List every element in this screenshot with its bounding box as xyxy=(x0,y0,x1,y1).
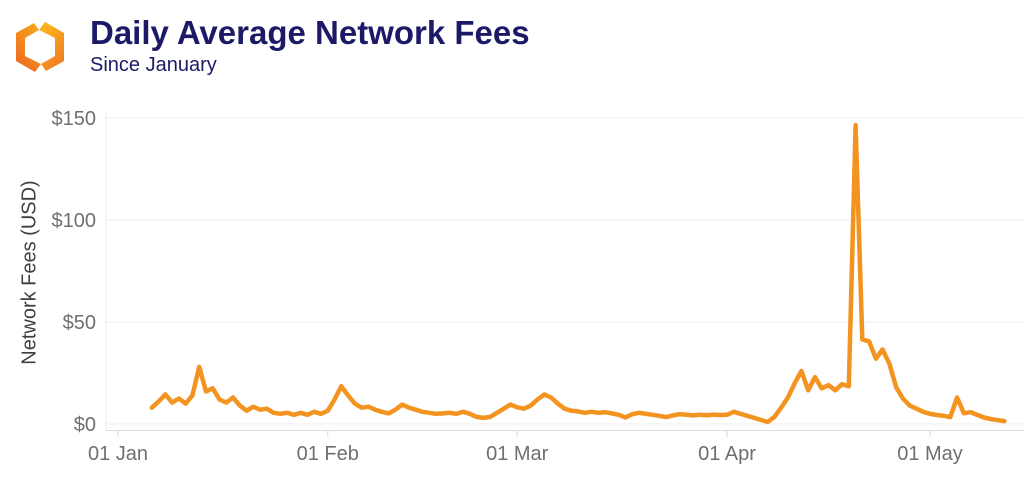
chart-header: Daily Average Network Fees Since January xyxy=(0,0,1029,95)
x-tick-label: 01 Feb xyxy=(297,443,359,465)
page-subtitle: Since January xyxy=(90,54,217,76)
page-title: Daily Average Network Fees xyxy=(90,14,530,51)
y-tick-label: $0 xyxy=(74,414,96,436)
brand-logo-icon xyxy=(16,22,64,72)
y-tick-label: $50 xyxy=(63,312,96,334)
x-tick-label: 01 May xyxy=(897,443,963,465)
x-tick-label: 01 Apr xyxy=(698,443,756,465)
y-tick-label: $100 xyxy=(52,210,97,232)
title-block: Daily Average Network Fees Since January xyxy=(90,14,530,77)
y-tick-label: $150 xyxy=(52,108,97,130)
fee-line-series xyxy=(149,122,1007,425)
x-tick-label: 01 Jan xyxy=(88,443,148,465)
x-tick-label: 01 Mar xyxy=(486,443,549,465)
